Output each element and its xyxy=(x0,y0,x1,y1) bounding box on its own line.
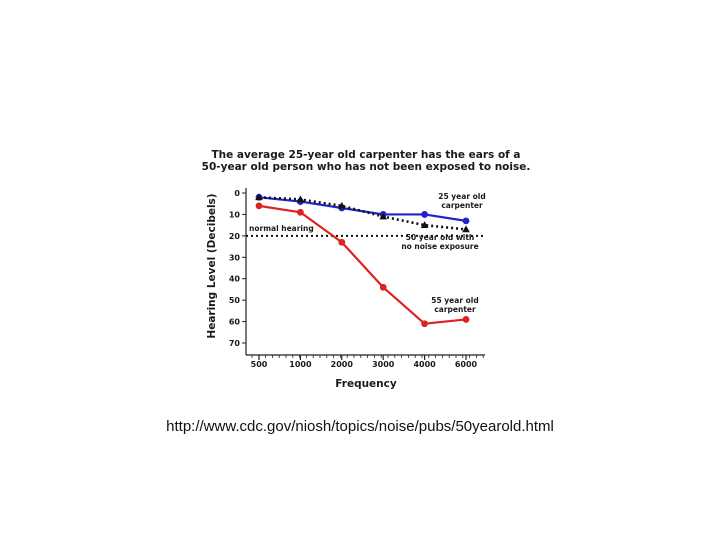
y-tick-label: 10 xyxy=(229,210,241,219)
series-label-2: carpenter xyxy=(434,305,476,314)
series-label-1: 50 year old with xyxy=(406,233,475,242)
y-tick-label: 50 xyxy=(229,296,241,305)
series-point-2 xyxy=(421,320,428,328)
series-label-0: carpenter xyxy=(441,201,483,210)
x-tick-label: 2000 xyxy=(331,360,354,369)
series-point-2 xyxy=(379,283,387,291)
series-point-2 xyxy=(462,316,470,323)
series-line-0 xyxy=(258,196,467,222)
x-tick-label: 4000 xyxy=(413,360,436,369)
x-tick-label: 3000 xyxy=(372,360,395,369)
series-label-1: no noise exposure xyxy=(401,242,478,251)
series-point-1 xyxy=(338,201,346,209)
y-tick-label: 40 xyxy=(229,275,241,284)
y-tick-label: 70 xyxy=(229,339,241,348)
y-axis-label: Hearing Level (Decibels) xyxy=(206,193,218,338)
series-point-2 xyxy=(297,208,304,216)
series-point-2 xyxy=(338,238,346,246)
y-tick-label: 30 xyxy=(229,253,241,262)
x-axis-label: Frequency xyxy=(335,378,397,390)
chart-title-line: 50-year old person who has not been expo… xyxy=(202,161,531,173)
series-point-0 xyxy=(421,211,428,218)
series-point-1 xyxy=(420,221,429,228)
series-label-2: 55 year old xyxy=(431,296,479,305)
source-url: http://www.cdc.gov/niosh/topics/noise/pu… xyxy=(166,418,554,435)
x-tick-label: 6000 xyxy=(455,360,478,369)
normal-hearing-label: normal hearing xyxy=(249,224,314,233)
series-line-2 xyxy=(258,204,467,325)
chart-title-line: The average 25-year old carpenter has th… xyxy=(212,149,521,161)
series-point-2 xyxy=(255,202,263,210)
series-line-1 xyxy=(258,195,467,231)
series-point-1 xyxy=(255,193,263,201)
x-tick-label: 500 xyxy=(251,360,268,369)
series-point-1 xyxy=(462,225,470,233)
y-tick-label: 0 xyxy=(234,189,240,198)
y-tick-label: 60 xyxy=(229,318,241,327)
x-tick-label: 1000 xyxy=(289,360,312,369)
series-label-0: 25 year old xyxy=(438,192,486,201)
series-point-1 xyxy=(379,212,387,220)
y-tick-label: 20 xyxy=(229,232,241,241)
series-point-0 xyxy=(462,217,470,225)
series-point-1 xyxy=(296,195,305,203)
